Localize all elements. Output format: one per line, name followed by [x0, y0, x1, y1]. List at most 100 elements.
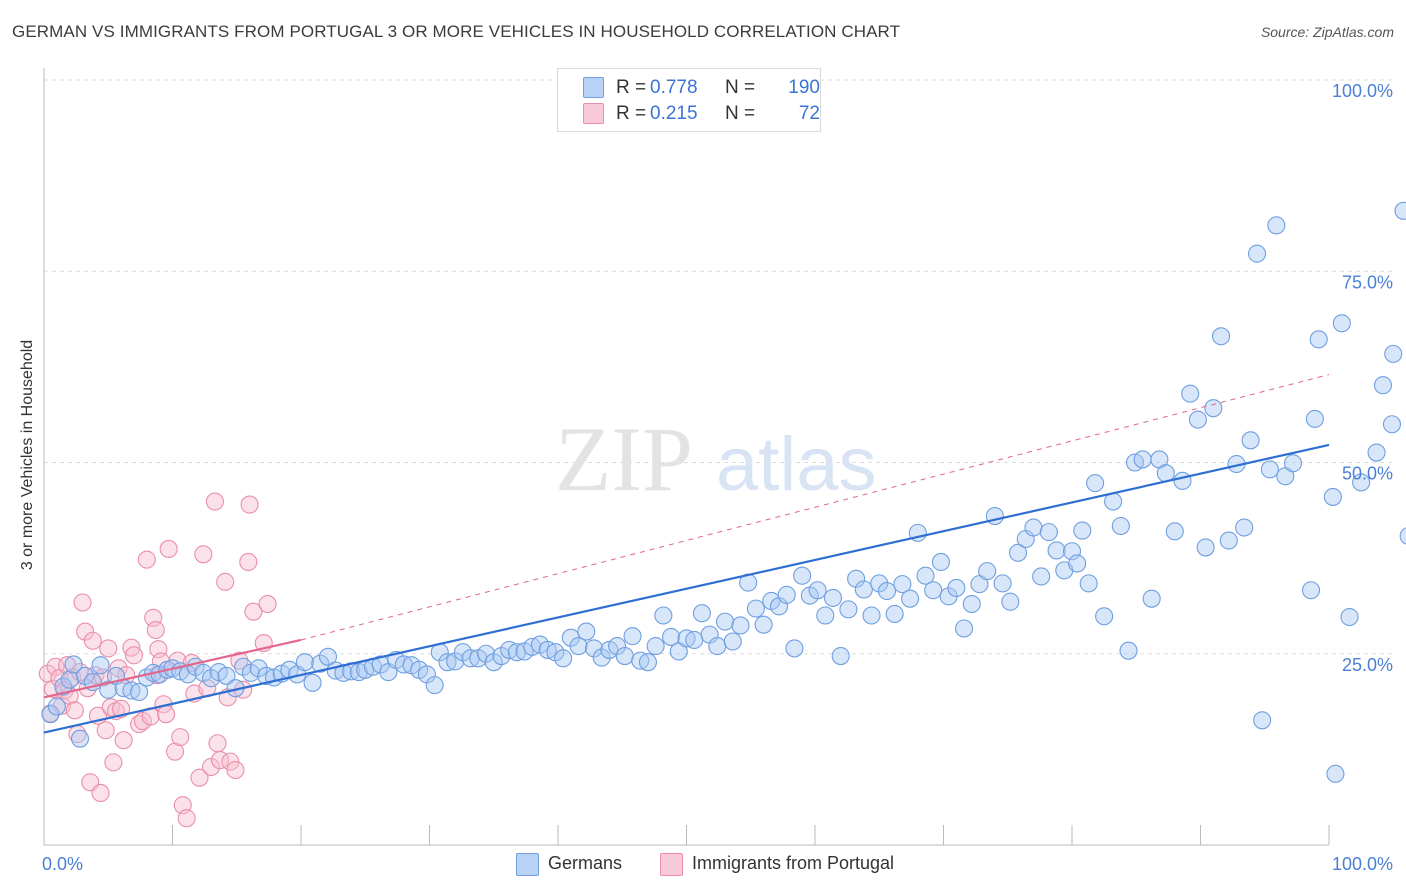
data-point [754, 615, 773, 634]
data-point [217, 666, 236, 685]
legend-n-value: 72 [798, 103, 820, 124]
data-point [877, 581, 897, 601]
data-point [1399, 527, 1406, 545]
data-point [746, 599, 765, 618]
data-point [608, 637, 627, 656]
data-point [1039, 523, 1058, 542]
data-point [793, 566, 812, 585]
data-point [91, 783, 110, 803]
data-point [257, 666, 276, 685]
data-point [1212, 327, 1231, 346]
data-point [216, 572, 235, 591]
data-point [1173, 471, 1192, 490]
data-point [962, 594, 981, 614]
data-point [171, 728, 190, 747]
data-point [177, 809, 196, 828]
data-point [295, 653, 314, 672]
data-point [592, 648, 611, 667]
data-point [1253, 711, 1272, 730]
legend: R = 0.778 N = 190 R = 0.215 N = 72 [557, 68, 821, 132]
axes [43, 68, 1330, 846]
data-point [1301, 581, 1321, 600]
data-point [190, 768, 209, 787]
data-point [631, 651, 650, 670]
watermark-zip: ZIP [555, 408, 693, 510]
data-point [47, 697, 66, 716]
data-point [901, 589, 920, 608]
data-point [823, 588, 843, 607]
data-point [166, 742, 185, 761]
data-point [226, 760, 245, 780]
data-point [1119, 641, 1138, 660]
data-point [955, 619, 974, 638]
legend-r-label: R = [616, 77, 647, 98]
data-point [64, 655, 83, 674]
data-point [1142, 589, 1161, 608]
data-point [208, 734, 227, 753]
data-point [1373, 376, 1393, 395]
data-point [1340, 607, 1359, 627]
data-point [104, 753, 123, 772]
bottom-legend-label-germans: Germans [548, 853, 623, 873]
legend-swatch-portugal [583, 103, 604, 124]
trend-line-portugal-extended [300, 374, 1330, 641]
source-label: Source: ZipAtlas.com [1260, 24, 1394, 40]
bottom-legend-swatch-portugal [660, 853, 683, 876]
data-point [1260, 460, 1279, 479]
data-point [1196, 538, 1215, 557]
data-point [816, 606, 835, 625]
data-point [1073, 521, 1092, 540]
x-tick-label: 100.0% [1332, 854, 1393, 874]
data-point [124, 646, 143, 665]
data-point [194, 545, 213, 564]
data-point [1204, 399, 1223, 418]
bottom-legend-label-portugal: Immigrants from Portugal [692, 853, 895, 873]
data-point [1305, 409, 1324, 428]
data-point [1267, 216, 1286, 235]
data-point [1133, 450, 1152, 469]
data-point [1241, 431, 1260, 450]
data-point [137, 550, 156, 569]
data-point [1086, 474, 1105, 493]
data-point [1235, 518, 1254, 537]
data-point [893, 575, 912, 594]
data-point [240, 495, 259, 514]
data-point [662, 627, 681, 646]
data-point [41, 705, 60, 724]
data-point [221, 752, 240, 771]
data-point [569, 637, 588, 656]
data-point [1323, 487, 1342, 506]
data-point [1352, 473, 1371, 492]
y-tick-label: 50.0% [1342, 464, 1393, 484]
data-point [677, 629, 696, 648]
legend-r-value: 0.778 [650, 77, 698, 98]
data-point [1001, 592, 1020, 611]
data-point [258, 594, 277, 614]
data-point [1384, 344, 1403, 363]
data-point [646, 637, 665, 656]
data-point [931, 552, 950, 572]
data-point [554, 649, 573, 668]
data-point [54, 677, 73, 696]
legend-n-label: N = [725, 103, 756, 124]
data-point [577, 622, 596, 641]
y-tick-label: 100.0% [1332, 81, 1393, 101]
trend-line-portugal [43, 638, 302, 699]
data-point [65, 701, 84, 720]
data-point [303, 673, 322, 692]
data-point [114, 731, 133, 750]
data-point [885, 604, 904, 624]
data-point [99, 680, 118, 699]
data-point [205, 492, 224, 511]
data-point [334, 663, 353, 682]
data-point [715, 612, 735, 631]
y-tick-label: 75.0% [1342, 272, 1393, 292]
data-point [96, 721, 115, 740]
data-point [46, 657, 65, 676]
data-point [1332, 314, 1351, 333]
data-point [202, 757, 221, 777]
data-point [1032, 567, 1051, 586]
data-point [993, 574, 1012, 593]
data-point [854, 580, 873, 599]
